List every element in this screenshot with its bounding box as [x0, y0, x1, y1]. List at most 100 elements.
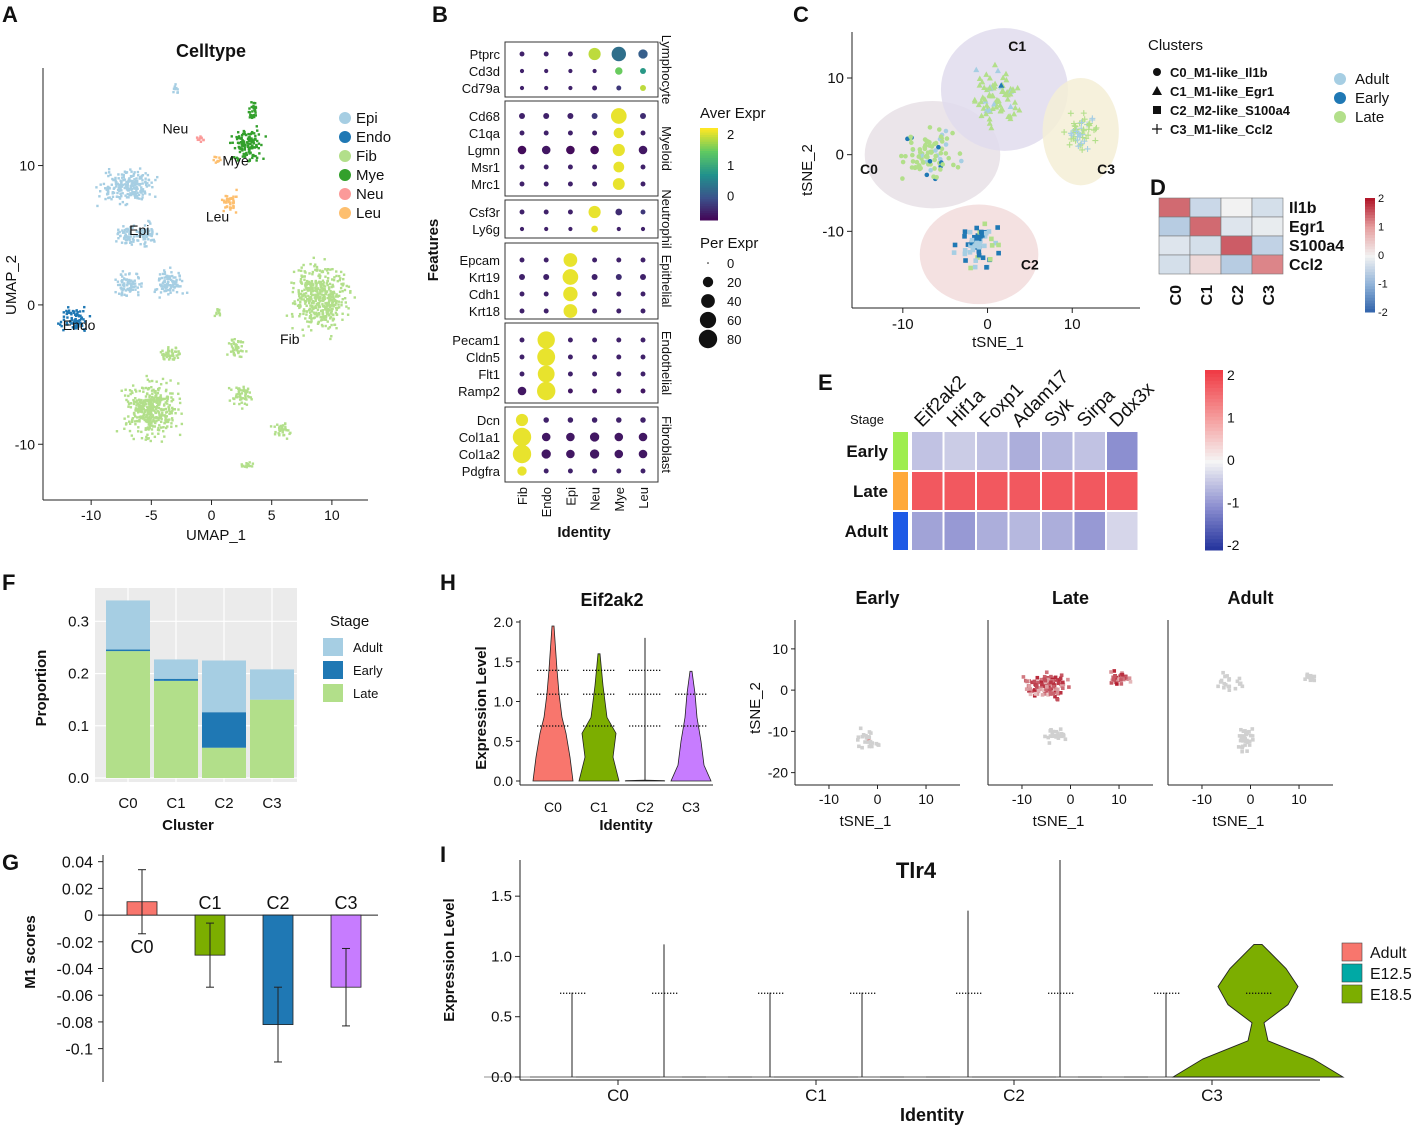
x-axis-label: tSNE_1	[1213, 813, 1265, 830]
umap-point	[178, 433, 182, 437]
umap-point	[248, 461, 251, 464]
tsne-point	[1021, 675, 1026, 679]
umap-point	[239, 340, 242, 343]
umap-point	[126, 180, 130, 183]
umap-point	[299, 277, 303, 281]
umap-point	[308, 272, 311, 275]
umap-point	[345, 284, 348, 288]
tsne-point	[1051, 684, 1056, 689]
tsne-point	[1119, 678, 1123, 682]
umap-point	[328, 282, 332, 286]
umap-point	[140, 437, 144, 440]
cluster-ellipse	[1042, 78, 1119, 186]
umap-point	[143, 245, 146, 248]
umap-point	[313, 265, 316, 268]
tsne-point	[1081, 138, 1088, 145]
tsne-point	[980, 255, 986, 261]
umap-point	[127, 228, 130, 231]
jitter-dot	[584, 992, 586, 994]
colorbar-step	[1365, 249, 1375, 253]
row-label: Late	[853, 482, 888, 501]
colorbar-step	[1365, 297, 1375, 302]
umap-point	[300, 298, 303, 301]
umap-point	[131, 226, 134, 229]
jitter-dot	[589, 693, 591, 695]
umap-point	[164, 407, 168, 411]
tsne-point	[1251, 738, 1255, 742]
umap-point	[121, 183, 125, 187]
umap-point	[152, 409, 156, 412]
umap-point	[304, 302, 307, 305]
panel-a-umap: -10 -5 0 5 10100-10CelltypeUMAP_1UMAP_2EpiEn…	[3, 41, 391, 544]
umap-point	[128, 193, 131, 197]
dot	[519, 68, 525, 74]
colorbar-step	[1365, 203, 1375, 208]
tsne-point	[936, 127, 942, 132]
heat-cell	[944, 512, 975, 550]
umap-point	[141, 179, 144, 182]
umap-point	[127, 189, 131, 192]
tsne-point	[1055, 691, 1060, 695]
tsne-point	[1058, 727, 1063, 731]
umap-point	[313, 313, 316, 316]
umap-point	[245, 462, 248, 465]
tsne-point	[876, 743, 881, 747]
umap-point	[146, 416, 150, 420]
dot	[543, 209, 549, 215]
umap-point	[155, 380, 158, 383]
umap-point	[236, 141, 240, 145]
umap-point	[167, 293, 170, 296]
colorbar-step	[700, 183, 718, 186]
jitter-dot	[555, 669, 557, 671]
colorbar-step	[700, 192, 718, 196]
jitter-dot	[610, 693, 612, 695]
umap-point	[161, 287, 165, 291]
jitter-dot	[564, 693, 566, 695]
umap-point	[321, 288, 325, 291]
x-tick-label: -10	[81, 507, 101, 523]
dot	[592, 308, 598, 314]
stacked-bar-segment	[202, 747, 246, 778]
dot	[567, 354, 573, 360]
colorbar-step	[1205, 416, 1223, 421]
umap-point	[327, 314, 331, 317]
panel-label-c: C	[793, 2, 809, 27]
colorbar-step	[700, 167, 718, 170]
umap-point	[129, 288, 133, 291]
umap-point	[255, 156, 259, 160]
jitter-dot	[641, 669, 643, 671]
jitter-dot	[1252, 992, 1254, 994]
umap-point	[310, 302, 314, 305]
umap-point	[145, 235, 148, 239]
umap-point	[143, 190, 147, 193]
umap-point	[142, 387, 145, 390]
colorbar-step	[700, 144, 718, 147]
umap-point	[309, 304, 312, 307]
umap-point	[292, 270, 296, 274]
panel-h-violin-tsne: 2.01.51.00.50.0Eif2ak2IdentityExpression…	[473, 588, 1333, 834]
umap-point	[164, 389, 168, 393]
umap-point	[132, 400, 136, 403]
umap-point	[314, 299, 317, 303]
umap-point	[59, 320, 63, 324]
cluster-label: C2	[1021, 257, 1039, 273]
umap-point	[324, 290, 327, 294]
jitter-dot	[661, 992, 663, 994]
stage-key	[1334, 111, 1346, 123]
umap-point	[132, 398, 135, 402]
umap-point	[121, 231, 125, 234]
colorbar-step	[1205, 474, 1223, 479]
jitter-dot	[871, 992, 873, 994]
umap-point	[158, 386, 161, 390]
umap-point	[134, 390, 138, 393]
umap-point	[199, 136, 203, 140]
umap-point	[307, 298, 311, 302]
umap-point	[152, 405, 155, 408]
umap-point	[313, 316, 316, 319]
tsne-point	[910, 152, 915, 158]
umap-point	[140, 401, 143, 405]
y-tick-label: 0	[84, 908, 93, 925]
tsne-point	[1039, 677, 1044, 682]
umap-point	[148, 395, 151, 399]
tsne-point	[932, 157, 937, 163]
